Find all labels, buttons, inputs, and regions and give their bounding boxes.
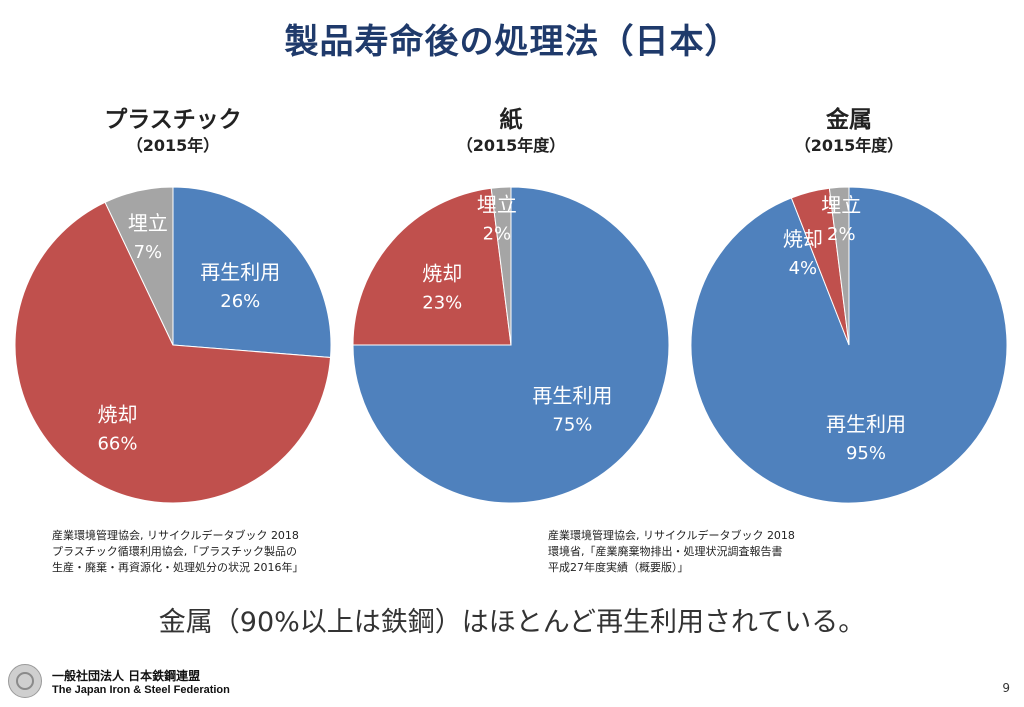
slice-label-recycle: 再生利用 75% (532, 383, 612, 435)
chart-paper: 紙 （2015年度） 再生利用 75% 焼却 23% 埋立 2% (346, 105, 676, 504)
page-title: 製品寿命後の処理法（日本） (284, 22, 740, 62)
chart-title: 紙 (499, 107, 523, 133)
chart-title: プラスチック (104, 107, 242, 133)
pie-slice-incinerate (14, 201, 332, 504)
source-note-right: 産業環境管理協会, リサイクルデータブック 2018 環境省,「産業廃棄物排出・… (548, 529, 795, 574)
pie-slice-landfill (104, 186, 174, 346)
slice-label-recycle: 再生利用 95% (826, 412, 906, 464)
pie-slice-incinerate (352, 187, 512, 346)
chart-plastic: プラスチック （2015年） 再生利用 26% 焼却 66% 埋立 7% (8, 105, 338, 504)
pie-chart: 再生利用 75% 焼却 23% 埋立 2% (352, 186, 670, 504)
pie-chart: 再生利用 95% 焼却 4%埋立 2% (690, 186, 1008, 504)
chart-subtitle: （2015年度） (794, 136, 904, 155)
pie-slice-recycle (172, 186, 332, 359)
chart-title: 金属 (826, 107, 872, 133)
chart-subtitle: （2015年） (126, 136, 220, 155)
slice-label-incinerate: 焼却 4% (783, 227, 823, 279)
pie-slice-landfill (490, 186, 512, 346)
org-name-ja: 一般社団法人 日本鉄鋼連盟 (52, 669, 201, 683)
chart-subtitle: （2015年度） (456, 136, 566, 155)
slice-label-landfill: 埋立 7% (128, 211, 168, 263)
pie-slice-landfill (828, 186, 850, 346)
conclusion-text: 金属（90%以上は鉄鋼）はほとんど再生利用されている。 (158, 607, 866, 638)
slice-label-landfill: 埋立 2% (821, 193, 861, 245)
slice-label-recycle: 再生利用 26% (200, 260, 280, 312)
page-number: 9 (1002, 681, 1010, 695)
pie-chart: 再生利用 26% 焼却 66% 埋立 7% (14, 186, 332, 504)
source-note-left: 産業環境管理協会, リサイクルデータブック 2018 プラスチック循環利用協会,… (52, 529, 304, 574)
slice-label-landfill: 埋立 2% (477, 193, 517, 245)
slice-label-incinerate: 焼却 66% (97, 403, 137, 455)
chart-metal: 金属 （2015年度） 再生利用 95% 焼却 4% 埋立 2% (684, 105, 1014, 504)
federation-logo-icon (8, 664, 42, 698)
org-name-en: The Japan Iron & Steel Federation (52, 684, 230, 696)
slice-label-incinerate: 焼却 23% (422, 261, 462, 313)
